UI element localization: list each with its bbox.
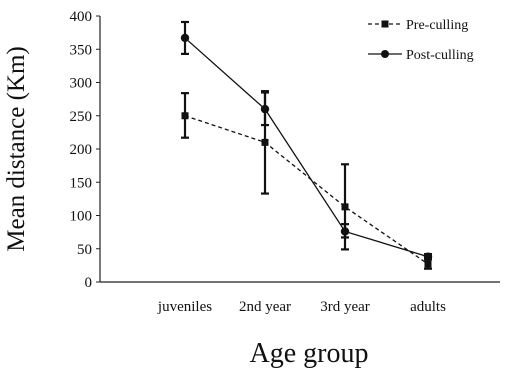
axes: 0 50 100 150 200 250 300 350 400 juveniles 2nd yea… [70,9,500,315]
y-tick-label: 200 [70,142,93,158]
data-point-square [261,138,269,146]
legend: Pre-culling Post-culling [368,18,474,63]
data-point-square [181,112,189,120]
y-tick-label: 400 [70,9,93,25]
y-axis-title: Mean distance (Km) [3,46,30,251]
y-tick-label: 300 [70,76,93,92]
legend-label: Post-culling [406,48,474,63]
series-post-culling [180,20,433,261]
data-point-circle [423,252,433,261]
data-point-circle [260,104,270,114]
y-tick-label: 100 [70,209,93,225]
data-point-square [341,203,349,211]
y-tick-label: 250 [70,109,93,125]
data-point-circle [340,227,350,236]
x-tick-label: adults [410,299,446,315]
series-line [184,115,429,265]
series-pre-culling [181,90,432,270]
x-axis-title: Age group [250,338,369,369]
series-layer [180,20,433,270]
y-tick-label: 0 [85,275,93,291]
legend-marker-square [381,20,389,28]
x-tick-label: juveniles [157,299,212,315]
data-point-square [424,260,432,268]
legend-label: Pre-culling [406,18,468,33]
data-point-circle [180,33,190,43]
x-tick-label: 2nd year [239,299,291,315]
legend-marker-circle [381,50,389,58]
x-tick-label: 3rd year [320,299,370,315]
y-tick-label: 50 [77,242,92,258]
series-line [184,37,429,258]
y-tick-label: 150 [70,175,93,191]
y-tick-label: 350 [70,42,93,58]
